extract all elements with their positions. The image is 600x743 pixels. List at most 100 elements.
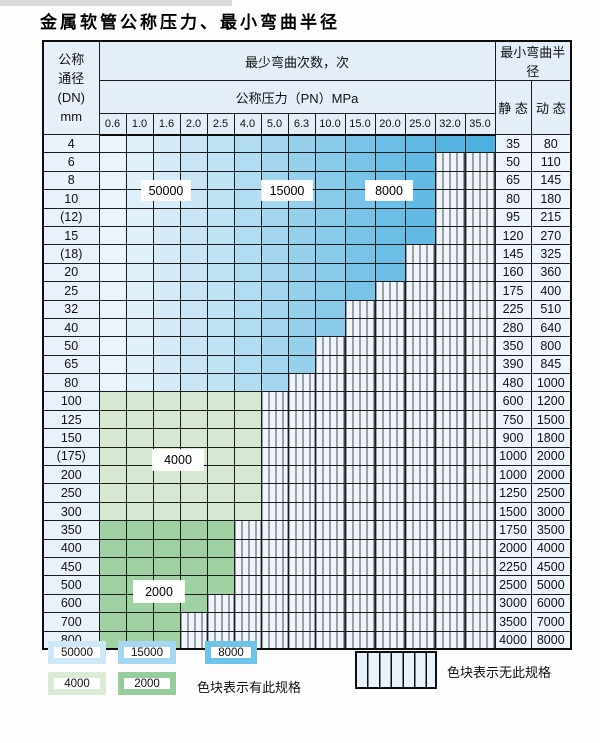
pn-cell [179,354,208,375]
pn-cell [206,409,235,430]
pn-cell [233,575,262,595]
pn-cell [206,483,235,503]
pn-cell [404,501,436,522]
table-row: 20 160 360 [42,262,572,283]
pn-cell [206,391,235,411]
pn-cell [152,299,181,319]
static-cell: 350 [494,336,532,356]
zone-label-8000: 8000 [366,181,412,200]
pn-cell [287,391,316,411]
pn-cell [374,428,406,448]
table-row: (175) 1000 2000 [42,446,572,467]
table-row: 250 1250 2500 [42,483,572,503]
pn-cell [434,225,466,246]
pn-cell [152,409,181,430]
pn-cell [206,170,235,191]
dynamic-cell: 8000 [530,630,572,650]
pn-cell [206,281,235,301]
legend: 50000 15000 8000 4000 2000 色块表示有此规格 色块表示… [0,638,600,708]
pn-cell [206,244,235,264]
pn-cell [434,133,466,154]
pn-cell [98,409,127,430]
pn-cell [233,501,262,522]
pn-cell [260,465,289,485]
pn-cell [374,207,406,227]
pressure-value-header: 1.0 [125,113,154,136]
static-cell: 480 [494,373,532,393]
legend-available-text: 色块表示有此规格 [197,680,302,695]
pn-cell [404,556,436,577]
pressure-value-header: 20.0 [374,113,406,136]
pn-cell [374,446,406,467]
pn-cell [260,428,289,448]
table-row: 65 390 845 [42,354,572,375]
legend-unavailable-text: 色块表示无此规格 [447,665,552,680]
pn-cell [98,501,127,522]
pn-cell [233,556,262,577]
pn-cell [233,336,262,356]
pn-cell [314,612,346,632]
pn-cell [98,189,127,209]
pn-cell [434,189,466,209]
pn-cell [179,483,208,503]
pn-cell [404,354,436,375]
table-row: 80 480 1000 [42,373,572,393]
dn-cell: 20 [42,262,100,283]
pn-cell [374,483,406,503]
pn-cell [464,262,496,283]
static-cell: 35 [494,133,532,154]
dn-cell: 125 [42,409,100,430]
pn-cell [404,152,436,172]
table-row: (18) 145 325 [42,244,572,264]
pn-cell [464,152,496,172]
pressure-value-header: 15.0 [344,113,376,136]
pn-cell [464,373,496,393]
dn-cell: 150 [42,428,100,448]
pn-cell [233,373,262,393]
pn-cell [314,354,346,375]
pn-cell [233,152,262,172]
header-row-1: 公称 通径 (DN) mm 最少弯曲次数，次 最小弯曲半径 [42,40,572,135]
scan-artifact-strip [0,0,232,6]
pn-cell [152,373,181,393]
pn-cell [260,593,289,614]
pn-cell [287,354,316,375]
pn-cell [404,133,436,154]
pn-cell [125,281,154,301]
table-row: 4 35 80 [42,133,572,154]
pn-cell [434,262,466,283]
zone-label-2000: 2000 [134,581,184,602]
pn-cell [206,207,235,227]
pn-cell [98,483,127,503]
pn-cell [287,612,316,632]
pn-cell [287,281,316,301]
pn-cell [152,207,181,227]
pn-cell [233,391,262,411]
pn-cell [404,575,436,595]
pn-cell [125,538,154,558]
pressure-value-header: 0.6 [98,113,127,136]
pn-cell [404,593,436,614]
pn-cell [434,501,466,522]
dn-cell: (12) [42,207,100,227]
pn-cell [179,428,208,448]
pn-cell [206,354,235,375]
pn-cell [287,538,316,558]
pn-cell [206,520,235,540]
static-cell: 2250 [494,556,532,577]
legend-chip-50000: 50000 [48,641,106,664]
pn-cell [464,189,496,209]
dn-cell: 450 [42,556,100,577]
pn-cell [464,336,496,356]
pn-cell [233,299,262,319]
pn-cell [260,409,289,430]
pn-cell [233,244,262,264]
static-cell: 175 [494,281,532,301]
pn-cell [179,612,208,632]
min-bend-radius-header: 最小弯曲半径 [494,40,572,81]
pn-cell [125,244,154,264]
pn-cell [314,593,346,614]
pn-cell [287,428,316,448]
pn-cell [464,317,496,338]
pn-cell [374,391,406,411]
